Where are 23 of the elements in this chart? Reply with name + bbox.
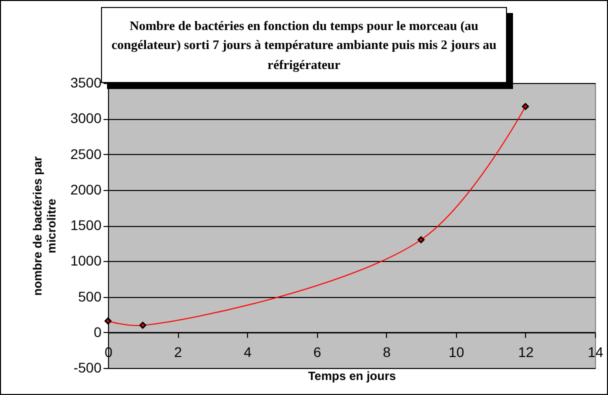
y-axis-title: nombre de bactéries par microlitre xyxy=(30,156,58,296)
chart-title: Nombre de bactéries en fonction du temps pour le morceau (au congélateur) sorti 7 jours à température ambiante puis mis 2 jours au réfrigérateur xyxy=(101,7,507,83)
y-tick-label: 1500 xyxy=(70,217,102,233)
point xyxy=(104,317,112,324)
x-tick-label: 6 xyxy=(313,344,322,360)
x-axis-title: Temps en jours xyxy=(308,368,396,383)
y-tick-label: 3000 xyxy=(70,110,102,126)
y-tick-label: 0 xyxy=(94,324,102,340)
y-tick-label: 2000 xyxy=(70,181,102,198)
x-tick-label: 4 xyxy=(244,344,252,360)
point xyxy=(139,322,146,329)
x-tick-label: 12 xyxy=(518,344,534,360)
point xyxy=(418,236,425,244)
x-tick-label: 8 xyxy=(382,344,391,360)
point xyxy=(522,103,529,110)
y-tick-label: 1000 xyxy=(70,252,102,269)
y-tick-label: 2500 xyxy=(70,146,102,162)
y-tick-label: -500 xyxy=(73,360,102,376)
x-tick-label: 2 xyxy=(174,344,182,360)
x-tick-label: 10 xyxy=(448,344,464,360)
y-tick-label: 500 xyxy=(78,288,102,304)
x-tick-label: 14 xyxy=(588,344,604,360)
y-tick-label: 3500 xyxy=(70,74,102,90)
